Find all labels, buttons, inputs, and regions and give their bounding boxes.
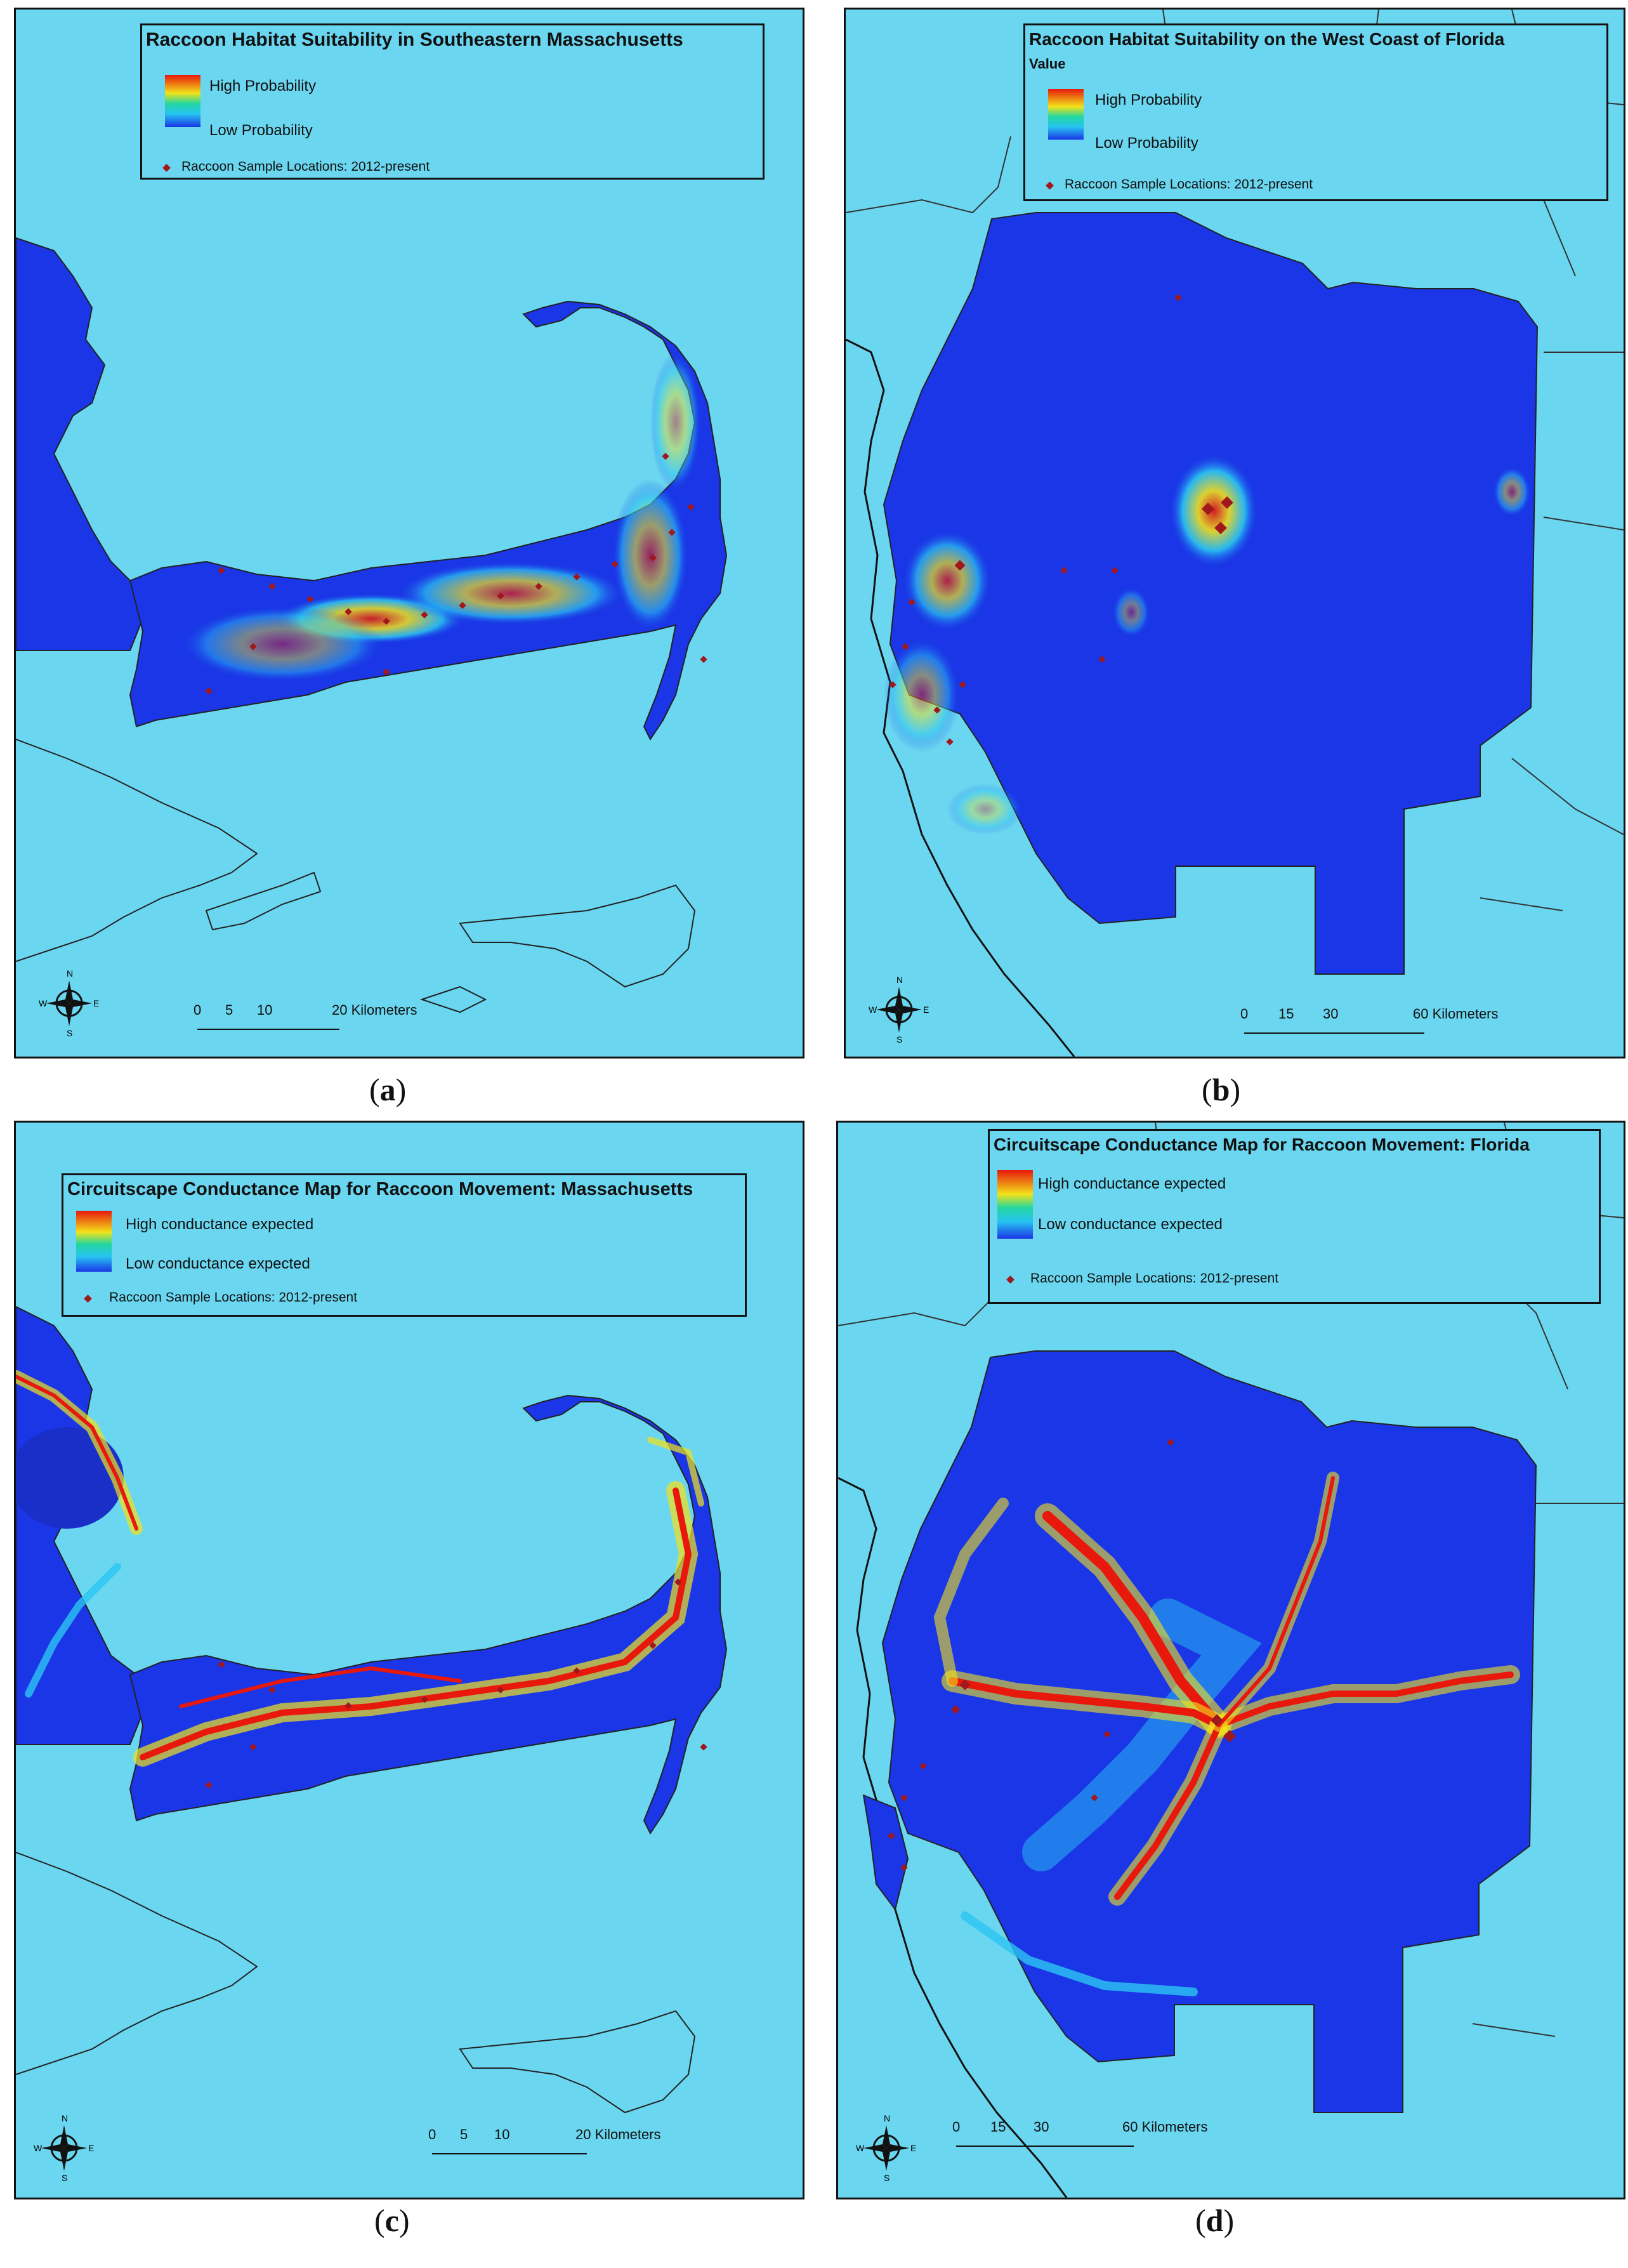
caption-b: (b) [1202,1072,1241,1107]
legend-points-label: Raccoon Sample Locations: 2012-present [1065,177,1313,192]
scale-tick-label: 20 Kilometers [575,2126,661,2142]
map-panel-c: Circuitscape Conductance Map for Raccoon… [14,1121,804,2199]
cape-cod-conductance-map [16,1305,728,2114]
cape-cod-habitat-map [16,237,728,1013]
svg-text:N: N [896,975,903,985]
caption-c: (c) [374,2203,410,2238]
svg-text:S: S [896,1034,902,1044]
legend-low-label: Low Probability [209,122,313,139]
sample-point-legend-icon [162,164,171,172]
compass-e: E [93,998,99,1008]
legend-title: Raccoon Habitat Suitability on the West … [1029,29,1505,49]
svg-text:W: W [34,2143,43,2153]
legend-low-label: Low Probability [1095,135,1198,152]
compass-w: W [39,998,48,1008]
sample-point-legend-icon [1046,181,1054,190]
legend-high-label: High Probability [209,77,317,95]
scale-bar-c: 0 5 10 20 Kilometers [428,2126,745,2165]
legend-a: Raccoon Habitat Suitability in Southeast… [140,23,765,180]
legend-high-label: High Probability [1095,91,1202,109]
florida-study-region [883,212,1539,975]
svg-text:W: W [869,1005,877,1015]
compass-s: S [67,1028,72,1038]
legend-points-label: Raccoon Sample Locations: 2012-present [109,1290,358,1305]
sample-point-legend-icon [1006,1276,1014,1284]
scale-bar-d: 0 15 30 60 Kilometers [952,2119,1257,2157]
svg-text:N: N [884,2113,890,2123]
scale-tick-label: 5 [225,1002,233,1018]
legend-title: Raccoon Habitat Suitability in Southeast… [146,29,683,50]
mainland-landmass [16,237,150,651]
scale-tick-label: 20 Kilometers [332,1002,417,1018]
svg-text:E: E [910,2143,916,2153]
legend-title: Circuitscape Conductance Map for Raccoon… [994,1135,1530,1154]
legend-gradient-bar [76,1211,112,1272]
svg-text:N: N [62,2113,68,2123]
sample-point-legend-icon [84,1295,92,1303]
north-arrow-icon: N S E W [34,2113,94,2182]
svg-text:E: E [923,1005,929,1015]
legend-d: Circuitscape Conductance Map for Raccoon… [988,1129,1601,1304]
scale-tick-label: 10 [494,2126,510,2142]
scale-tick-label: 30 [1034,2119,1049,2135]
legend-gradient-bar [997,1170,1033,1239]
florida-habitat-map [846,10,1624,1057]
scale-tick-label: 5 [460,2126,468,2142]
svg-text:S: S [62,2173,67,2182]
caption-a: (a) [369,1072,407,1107]
compass-n: N [67,968,73,979]
scale-tick-label: 15 [990,2119,1006,2135]
legend-points-label: Raccoon Sample Locations: 2012-present [1030,1271,1279,1286]
legend-title: Circuitscape Conductance Map for Raccoon… [67,1179,693,1199]
scale-tick-label: 30 [1323,1006,1339,1022]
map-panel-a: Raccoon Habitat Suitability in Southeast… [14,8,804,1058]
north-arrow-icon: N S E W [869,975,929,1044]
legend-low-label: Low conductance expected [126,1255,310,1272]
legend-low-label: Low conductance expected [1038,1216,1223,1233]
legend-gradient-bar [1048,89,1084,140]
svg-text:E: E [88,2143,94,2153]
scale-bar-a: 0 5 10 20 Kilometers [194,1002,485,1040]
scale-tick-label: 15 [1278,1006,1294,1022]
north-arrow-icon: N S E W [856,2113,916,2182]
north-arrow-icon: N S E W [39,968,99,1038]
svg-text:S: S [884,2173,889,2182]
scale-tick-label: 60 Kilometers [1122,2119,1208,2135]
caption-d: (d) [1195,2203,1235,2238]
legend-c: Circuitscape Conductance Map for Raccoon… [62,1173,747,1317]
sample-points [205,452,707,695]
scale-tick-label: 60 Kilometers [1413,1006,1499,1022]
sample-points [889,294,1233,746]
legend-points-label: Raccoon Sample Locations: 2012-present [181,159,430,174]
scale-tick-label: 0 [428,2126,437,2142]
legend-gradient-bar [165,75,200,127]
scale-tick-label: 0 [194,1002,202,1018]
legend-b: Raccoon Habitat Suitability on the West … [1023,23,1608,201]
scale-bar-b: 0 15 30 60 Kilometers [1240,1006,1570,1044]
map-panel-d: Circuitscape Conductance Map for Raccoon… [836,1121,1625,2199]
sample-points [205,1578,707,1789]
scale-tick-label: 0 [1240,1006,1249,1022]
legend-high-label: High conductance expected [1038,1175,1226,1192]
scale-tick-label: 10 [257,1002,273,1018]
florida-conductance-map [838,1123,1624,2198]
scale-tick-label: 0 [952,2119,961,2135]
map-panel-b: Raccoon Habitat Suitability on the West … [844,8,1625,1058]
legend-high-label: High conductance expected [126,1216,314,1233]
svg-text:W: W [856,2143,865,2153]
legend-value-label: Value [1029,56,1066,72]
